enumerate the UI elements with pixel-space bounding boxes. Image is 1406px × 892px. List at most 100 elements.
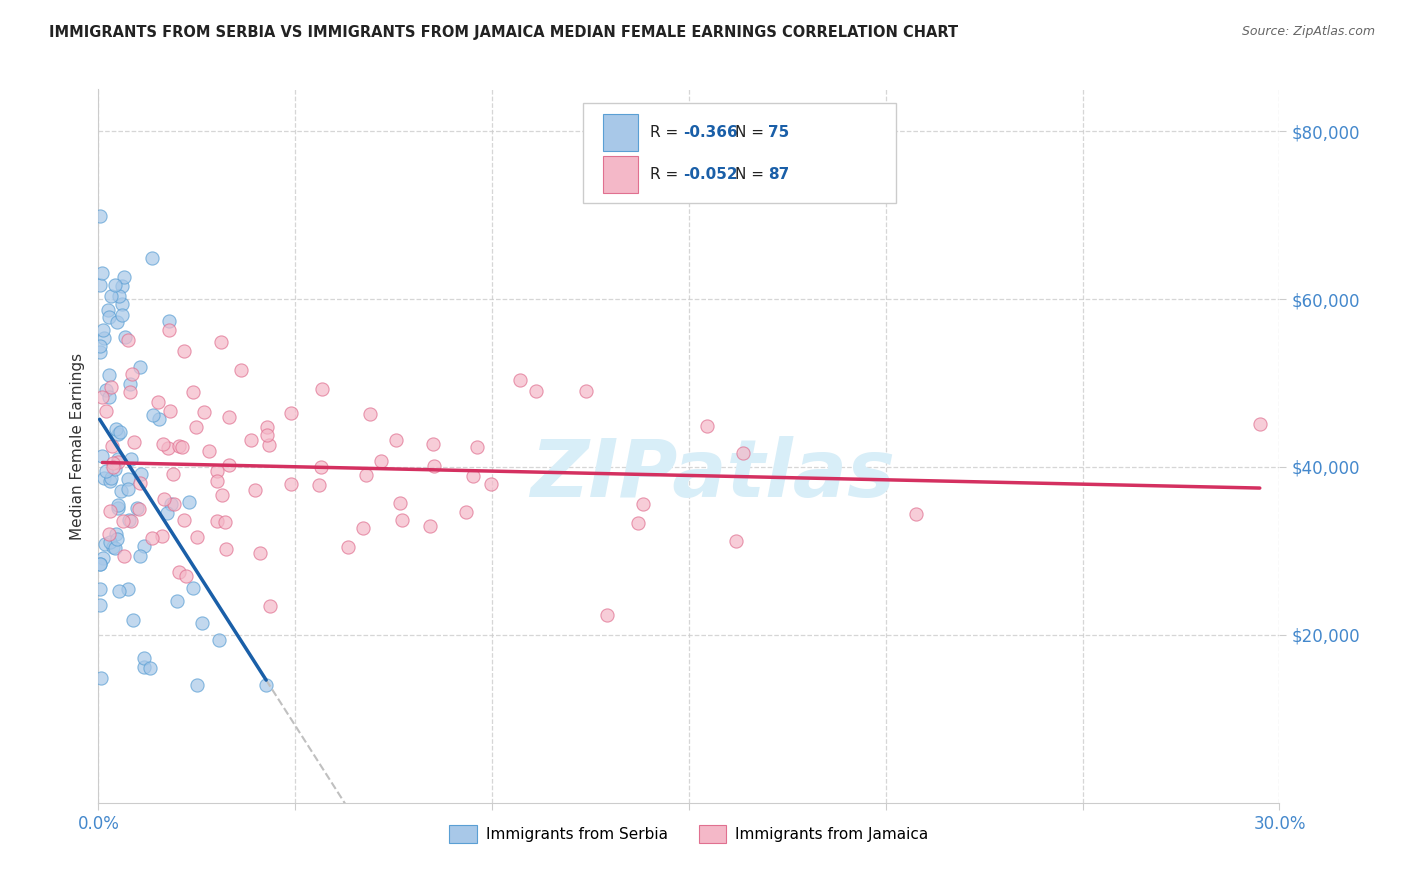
Point: [163, 497, 186, 511]
Point: [256, 428, 278, 442]
Point: [259, 599, 281, 613]
Point: [198, 443, 221, 458]
Point: [132, 539, 155, 553]
Point: [114, 330, 136, 344]
Point: [336, 540, 359, 554]
Point: [181, 385, 204, 400]
Point: [731, 446, 754, 460]
Point: [89, 277, 111, 292]
Point: [104, 526, 127, 541]
Point: [205, 464, 228, 478]
Point: [98, 527, 121, 541]
Point: [524, 384, 547, 399]
Bar: [603, 113, 638, 151]
Point: [209, 334, 232, 349]
Point: [309, 460, 332, 475]
Point: [156, 506, 179, 520]
Point: [103, 456, 125, 470]
Point: [218, 409, 240, 424]
Point: [129, 359, 152, 374]
Point: [167, 439, 190, 453]
Point: [129, 549, 152, 563]
Point: [120, 514, 142, 528]
Point: [207, 514, 229, 528]
Point: [308, 478, 330, 492]
Point: [465, 440, 488, 454]
Point: [214, 515, 236, 529]
Point: [148, 411, 170, 425]
Y-axis label: Median Female Earnings: Median Female Earnings: [69, 352, 84, 540]
Point: [93, 331, 115, 345]
Point: [463, 469, 485, 483]
Point: [229, 363, 252, 377]
Point: [186, 678, 208, 692]
Point: [100, 440, 122, 454]
Point: [101, 459, 124, 474]
Point: [152, 437, 174, 451]
Text: N =: N =: [735, 168, 769, 182]
Point: [117, 333, 139, 347]
Point: [112, 269, 135, 284]
FancyBboxPatch shape: [582, 103, 896, 203]
Point: [186, 530, 208, 544]
Point: [105, 315, 128, 329]
Point: [120, 377, 142, 392]
Bar: [603, 156, 638, 194]
Point: [423, 458, 446, 473]
Text: -0.052: -0.052: [683, 168, 738, 182]
Point: [153, 491, 176, 506]
Point: [205, 474, 228, 488]
Point: [96, 383, 118, 397]
Point: [110, 483, 132, 498]
Point: [96, 404, 118, 418]
Point: [181, 581, 204, 595]
Point: [89, 339, 111, 353]
Text: Source: ZipAtlas.com: Source: ZipAtlas.com: [1241, 25, 1375, 38]
Point: [138, 661, 160, 675]
Point: [186, 420, 208, 434]
Point: [575, 384, 598, 398]
Point: [97, 390, 120, 404]
Point: [157, 323, 180, 337]
Point: [111, 296, 134, 310]
Point: [98, 535, 121, 549]
Point: [89, 558, 111, 572]
Text: R =: R =: [650, 168, 683, 182]
Point: [103, 461, 125, 475]
Point: [170, 440, 193, 454]
Point: [100, 471, 122, 485]
Point: [1249, 417, 1271, 432]
Point: [91, 390, 114, 404]
Point: [89, 582, 111, 596]
Point: [454, 505, 477, 519]
Point: [626, 516, 648, 531]
Point: [904, 507, 927, 521]
Point: [509, 373, 531, 387]
Point: [162, 467, 184, 481]
Point: [134, 660, 156, 674]
Point: [108, 584, 131, 599]
Point: [122, 613, 145, 627]
Point: [254, 678, 277, 692]
Point: [89, 598, 111, 612]
Point: [169, 566, 191, 580]
Point: [107, 426, 129, 441]
Point: [218, 458, 240, 472]
Point: [479, 476, 502, 491]
Point: [240, 434, 263, 448]
Point: [159, 404, 181, 418]
Point: [91, 323, 114, 337]
Point: [280, 406, 302, 420]
Point: [107, 498, 129, 512]
Point: [208, 632, 231, 647]
Point: [105, 533, 128, 547]
Point: [146, 395, 169, 409]
Point: [280, 477, 302, 491]
Point: [191, 616, 214, 631]
Point: [179, 495, 201, 509]
Point: [211, 487, 233, 501]
Point: [249, 546, 271, 560]
Point: [141, 251, 163, 265]
Point: [89, 345, 111, 359]
Point: [89, 558, 111, 572]
